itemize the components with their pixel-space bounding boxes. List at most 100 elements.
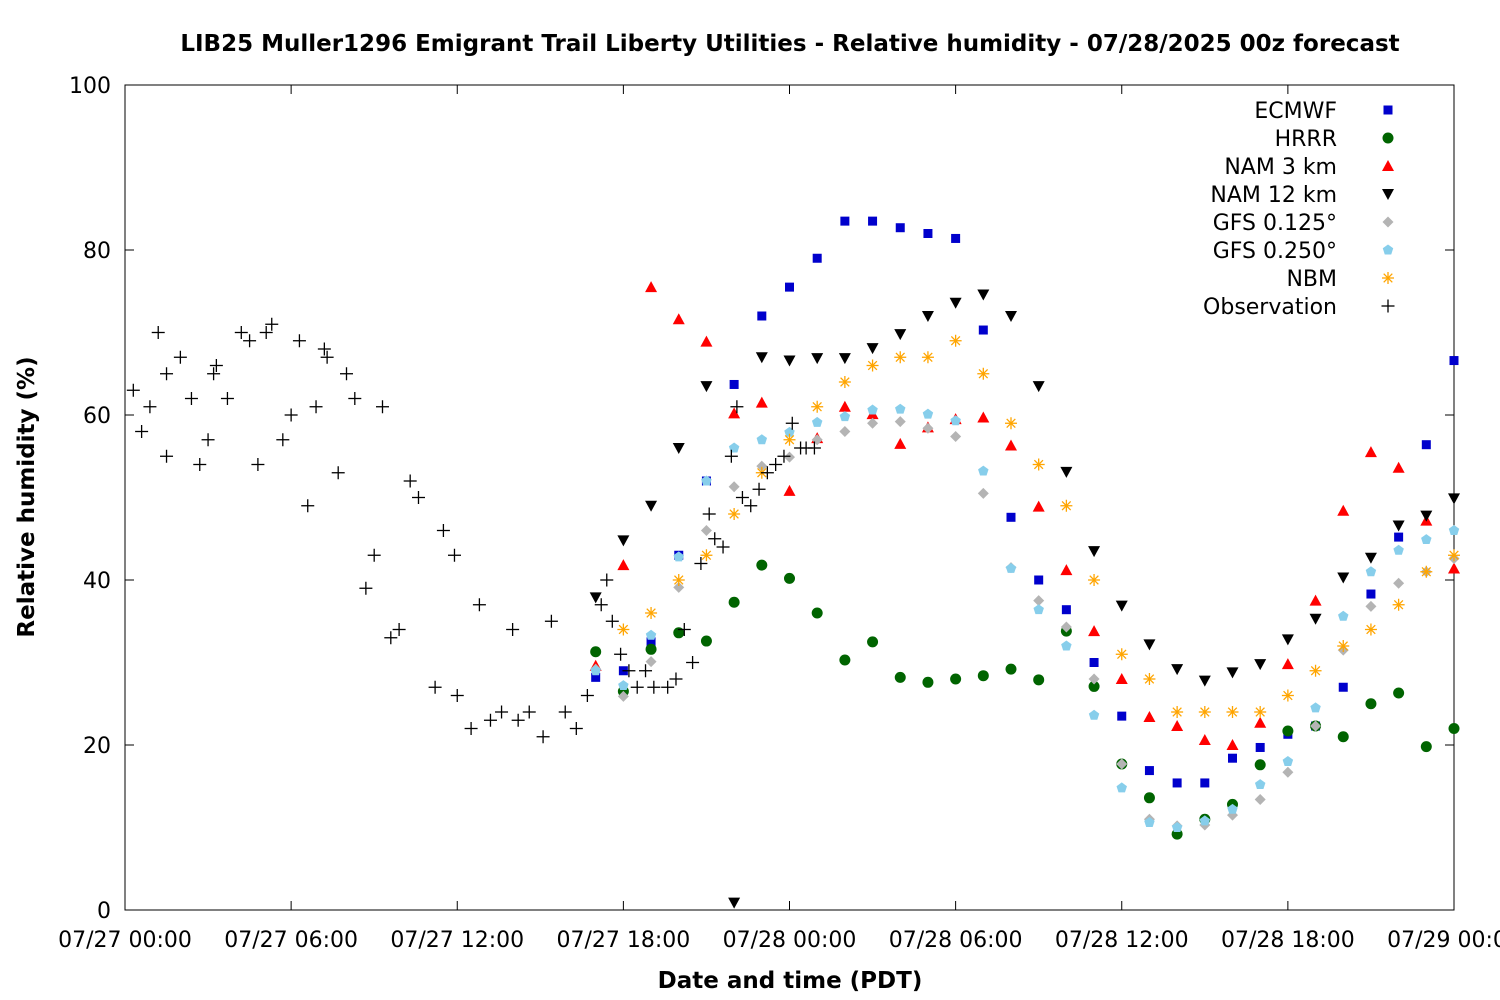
data-point-nam-12-km (922, 311, 934, 322)
data-point-nam-12-km (1227, 667, 1239, 678)
data-point-nam-12-km (645, 501, 657, 512)
y-tick-label: 20 (83, 734, 111, 759)
data-point-nam-12-km (977, 290, 989, 301)
data-point-observation (318, 343, 331, 356)
data-point-hrrr (756, 560, 767, 571)
data-point-nbm (1420, 566, 1432, 578)
data-point-nbm (1005, 417, 1017, 429)
data-point-ecmwf (813, 254, 822, 263)
data-point-hrrr (1282, 725, 1293, 736)
data-point-hrrr (1338, 731, 1349, 742)
legend-marker-ecmwf (1384, 106, 1393, 115)
x-tick-label: 07/28 00:00 (723, 928, 857, 953)
data-point-gfs-0-250 (1033, 604, 1043, 614)
data-point-hrrr (701, 636, 712, 647)
legend-label-observation: Observation (1203, 295, 1337, 320)
x-tick-label: 07/27 00:00 (58, 928, 192, 953)
data-point-ecmwf (1062, 605, 1071, 614)
data-point-nam-12-km (1143, 639, 1155, 650)
y-axis-label: Relative humidity (%) (14, 356, 40, 637)
data-point-observation (703, 508, 716, 521)
data-point-hrrr (1006, 664, 1017, 675)
data-point-observation (135, 425, 148, 438)
data-point-nam-12-km (839, 353, 851, 364)
data-point-hrrr (590, 646, 601, 657)
data-point-nam-3-km (1227, 739, 1239, 750)
data-point-observation (669, 673, 682, 686)
legend-label-hrrr: HRRR (1275, 127, 1337, 152)
data-point-gfs-0-250 (895, 404, 905, 414)
data-point-nam-12-km (1393, 521, 1405, 532)
y-tick-label: 80 (83, 239, 111, 264)
data-point-ecmwf (1256, 743, 1265, 752)
data-point-observation (301, 499, 314, 512)
data-point-observation (570, 722, 583, 735)
data-point-observation (160, 450, 173, 463)
data-point-observation (694, 557, 707, 570)
data-point-nbm (1171, 706, 1183, 718)
data-point-observation (606, 615, 619, 628)
data-point-ecmwf (1117, 712, 1126, 721)
data-point-gfs-0-250 (1061, 641, 1071, 651)
axes (125, 85, 1454, 910)
y-tick-label: 60 (83, 404, 111, 429)
data-point-gfs-0-125 (978, 488, 989, 499)
data-point-observation (321, 351, 334, 364)
data-point-observation (581, 689, 594, 702)
data-point-observation (451, 689, 464, 702)
data-point-gfs-0-250 (923, 409, 933, 419)
data-point-nam-12-km (894, 329, 906, 340)
data-point-observation (708, 532, 721, 545)
data-point-nam-12-km (1088, 546, 1100, 557)
data-point-nam-3-km (784, 485, 796, 496)
x-tick-label: 07/27 12:00 (390, 928, 524, 953)
data-point-gfs-0-250 (1449, 525, 1459, 535)
data-point-nam-12-km (1310, 614, 1322, 625)
data-point-nbm (1143, 673, 1155, 685)
data-point-gfs-0-250 (1310, 702, 1320, 712)
data-point-observation (686, 656, 699, 669)
data-point-nam-12-km (1282, 634, 1294, 645)
data-point-nam-12-km (1254, 659, 1266, 670)
data-point-observation (348, 392, 361, 405)
series-gfs-0-250 (590, 404, 1459, 832)
data-point-observation (359, 582, 372, 595)
series-nbm (617, 335, 1460, 718)
data-point-observation (769, 458, 782, 471)
data-point-observation (293, 334, 306, 347)
data-point-nbm (728, 508, 740, 520)
data-point-observation (384, 631, 397, 644)
data-point-hrrr (922, 677, 933, 688)
data-point-gfs-0-250 (618, 680, 628, 690)
data-point-nbm (617, 624, 629, 636)
y-tick-label: 100 (69, 74, 111, 99)
data-point-nbm (1254, 706, 1266, 718)
data-point-nbm (839, 376, 851, 388)
data-point-observation (545, 615, 558, 628)
data-point-ecmwf (1394, 533, 1403, 542)
data-point-nam-3-km (839, 401, 851, 412)
data-point-observation (448, 549, 461, 562)
data-point-ecmwf (840, 217, 849, 226)
data-point-observation (404, 475, 417, 488)
data-point-hrrr (1144, 792, 1155, 803)
data-point-nam-12-km (1448, 493, 1460, 504)
data-point-nam-3-km (756, 397, 768, 408)
data-point-nbm (977, 368, 989, 380)
data-point-nbm (1116, 648, 1128, 660)
data-point-hrrr (1393, 688, 1404, 699)
data-point-gfs-0-250 (1172, 822, 1182, 832)
data-point-observation (639, 664, 652, 677)
data-point-nam-12-km (673, 443, 685, 454)
data-point-observation (786, 417, 799, 430)
data-point-nam-3-km (1310, 595, 1322, 606)
data-point-gfs-0-250 (729, 443, 739, 453)
data-point-hrrr (950, 674, 961, 685)
data-point-nam-3-km (894, 438, 906, 449)
data-point-gfs-0-250 (757, 434, 767, 444)
data-point-ecmwf (951, 234, 960, 243)
data-point-nam-12-km (811, 353, 823, 364)
data-point-ecmwf (1366, 590, 1375, 599)
legend-marker-hrrr (1383, 133, 1394, 144)
data-point-gfs-0-125 (646, 656, 657, 667)
